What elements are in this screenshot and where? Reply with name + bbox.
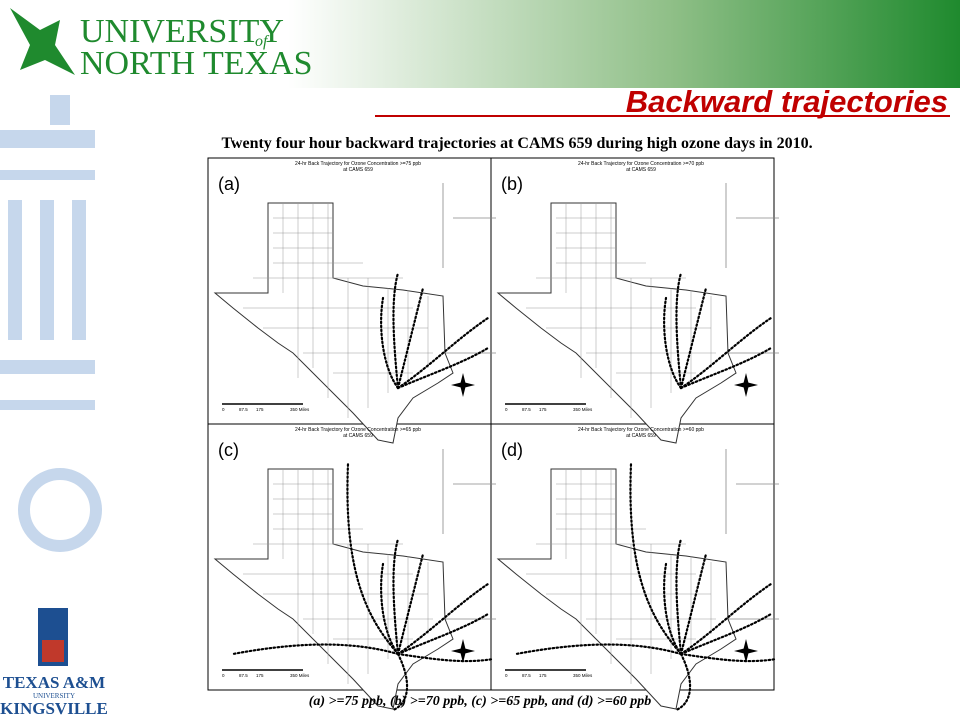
logo-text: KINGSVILLE	[0, 699, 108, 718]
map-panel: (a) 24-hr Back Trajectory for Ozone Conce…	[214, 161, 496, 444]
panel-subtitle: at CAMS 659	[343, 433, 373, 439]
logo-text: TEXAS A&M	[3, 673, 105, 692]
scale-label: 350 Miles	[290, 407, 310, 412]
north-arrow	[734, 373, 758, 397]
scale-label: 87.5	[239, 407, 248, 412]
map	[214, 183, 496, 444]
caption: Twenty four hour backward trajectories a…	[221, 135, 812, 152]
panel-title: 24-hr Back Trajectory for Ozone Concentr…	[295, 161, 421, 167]
eagle-logo	[10, 8, 75, 75]
panel-subtitle: at CAMS 659	[626, 433, 656, 439]
map-panel: (c) 24-hr Back Trajectory for Ozone Conce…	[214, 427, 496, 712]
building-decoration	[0, 95, 102, 552]
panel-label: (b)	[501, 174, 523, 194]
scale-label: 175	[539, 407, 547, 412]
map	[497, 183, 779, 444]
scale-label: 87.5	[239, 673, 248, 678]
scale-label: 87.5	[522, 407, 531, 412]
map	[497, 449, 779, 712]
state-outline	[442, 183, 496, 354]
map-panel: (b) 24-hr Back Trajectory for Ozone Conce…	[497, 161, 779, 444]
scale-label: 175	[256, 673, 264, 678]
panel-label: (d)	[501, 440, 523, 460]
north-arrow	[451, 639, 475, 663]
panel-label: (c)	[218, 440, 239, 460]
north-arrow	[451, 373, 475, 397]
panel-subtitle: at CAMS 659	[343, 167, 373, 173]
scale-label: 350 Miles	[290, 673, 310, 678]
scale-label: 87.5	[522, 673, 531, 678]
map	[214, 449, 496, 712]
scale-label: 0	[222, 673, 225, 678]
tamuk-logo: TEXAS A&M UNIVERSITY KINGSVILLE	[0, 608, 108, 718]
slide-title: Backward trajectories	[626, 84, 948, 119]
scale-label: 0	[505, 407, 508, 412]
logo-line2: NORTH TEXAS	[80, 45, 313, 82]
scale-label: 350 Miles	[573, 407, 593, 412]
footnote: (a) >=75 ppb, (b) >=70 ppb, (c) >=65 ppb…	[309, 694, 652, 709]
panel-title: 24-hr Back Trajectory for Ozone Concentr…	[578, 161, 704, 167]
state-outline	[725, 449, 779, 620]
north-arrow	[734, 639, 758, 663]
header-band	[0, 0, 960, 88]
panel-title: 24-hr Back Trajectory for Ozone Concentr…	[578, 427, 704, 433]
scale-label: 350 Miles	[573, 673, 593, 678]
logo-of: of	[255, 33, 270, 50]
scale-label: 175	[256, 407, 264, 412]
panel-label: (a)	[218, 174, 240, 194]
scale-label: 0	[505, 673, 508, 678]
state-outline	[442, 449, 496, 620]
state-outline	[725, 183, 779, 354]
panel-subtitle: at CAMS 659	[626, 167, 656, 173]
map-panel: (d) 24-hr Back Trajectory for Ozone Conce…	[497, 427, 779, 712]
logo-text: UNIVERSITY	[33, 692, 75, 700]
scale-label: 0	[222, 407, 225, 412]
scale-label: 175	[539, 673, 547, 678]
logo-line1: UNIVERSITY	[80, 13, 284, 50]
panel-title: 24-hr Back Trajectory for Ozone Concentr…	[295, 427, 421, 433]
